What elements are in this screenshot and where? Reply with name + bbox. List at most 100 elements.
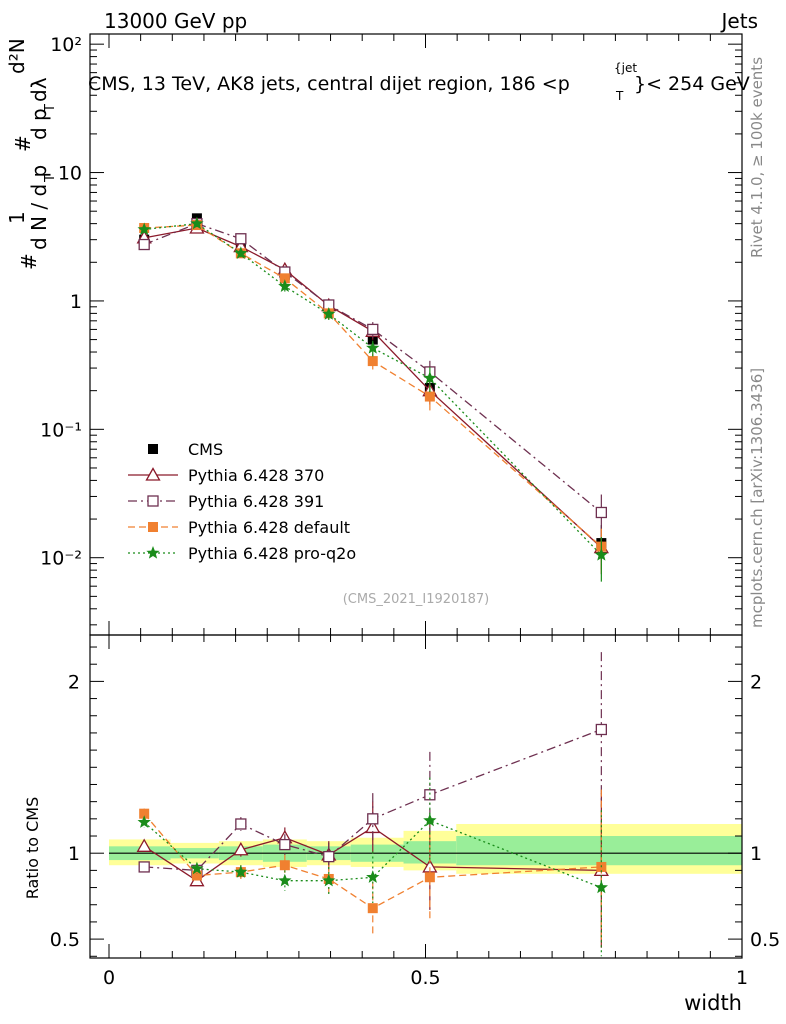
ratio-point — [366, 870, 380, 883]
ratio-point — [234, 865, 248, 878]
ratio-point — [367, 813, 379, 825]
ylabel-part: # — [17, 253, 41, 270]
x-tick-label: 1 — [736, 967, 748, 989]
ylabel-part: d²N — [5, 38, 29, 74]
legend-label: Pythia 6.428 391 — [188, 492, 324, 511]
legend-label: Pythia 6.428 default — [188, 518, 350, 537]
legend-marker — [148, 522, 158, 532]
mcplots-label: mcplots.cern.ch [arXiv:1306.3436] — [748, 368, 766, 628]
ratio-point — [424, 789, 436, 801]
ratio-y-axis-label: Ratio to CMS — [23, 797, 42, 899]
ratio-y-tick-label: 1 — [68, 843, 80, 865]
legend-marker — [145, 467, 161, 481]
legend-marker — [146, 546, 160, 559]
data-point — [138, 238, 150, 251]
series-pythia-6-428-pro-q2o — [137, 216, 608, 582]
ratio-point — [279, 860, 290, 871]
ratio-point — [423, 813, 437, 827]
ratio-point — [322, 873, 336, 887]
ylabel-part: d N / d p — [27, 165, 51, 250]
data-point — [278, 279, 292, 292]
data-point — [595, 506, 607, 519]
data-point — [424, 391, 435, 402]
data-point — [423, 371, 437, 384]
y-tick-label: 10 — [58, 163, 82, 185]
legend: CMS Pythia 6.428 370 Pythia 6.428 391 Pythi… — [128, 440, 356, 563]
ratio-y-tick-label-right: 2 — [750, 671, 762, 693]
data-point — [367, 356, 378, 367]
series-cms — [139, 213, 607, 570]
ratio-point — [235, 818, 247, 830]
ratio-point — [137, 815, 151, 828]
analysis-watermark: (CMS_2021_I1920187) — [343, 592, 490, 607]
ratio-line — [143, 813, 602, 909]
legend-label: CMS — [188, 440, 223, 459]
y-tick-label: 10⁻² — [40, 548, 82, 570]
ylabel-part: dλ — [27, 77, 51, 102]
main-title: CMS, 13 TeV, AK8 jets, central dijet reg… — [88, 61, 750, 103]
data-point — [366, 340, 380, 354]
ratio-series-pythia-6-428-pro-q2o — [137, 777, 608, 957]
uncertainty-band-inner — [456, 836, 742, 866]
ylabel-part: 1 — [5, 211, 29, 224]
ratio-y-tick-label-right: 1 — [750, 843, 762, 865]
title-sub: T — [615, 89, 624, 103]
rivet-version-label: Rivet 4.1.0, ≥ 100k events — [748, 57, 766, 258]
main-panel: 10⁻² 10⁻¹ 1 10 10² 0 0.5 1 — [40, 34, 748, 989]
ratio-y-tick-label: 2 — [68, 671, 80, 693]
y-tick-label: 10² — [50, 34, 82, 56]
title-tail: }< 254 GeV — [634, 73, 750, 95]
ratio-point — [424, 872, 435, 883]
data-point — [367, 323, 379, 336]
data-point — [279, 273, 290, 284]
ylabel-part: T — [43, 104, 58, 113]
ratio-point — [323, 850, 335, 863]
ylabel-part: # — [11, 135, 35, 152]
series-line — [144, 224, 602, 548]
legend-marker — [147, 495, 159, 507]
x-axis-label: width — [684, 991, 742, 1015]
x-tick-label: 0.5 — [410, 967, 440, 989]
ratio-point — [595, 723, 607, 736]
x-tick-label: 0 — [103, 967, 115, 989]
ratio-line — [143, 819, 602, 889]
data-point — [190, 216, 204, 230]
series-line — [143, 222, 602, 514]
main-y-axis-label: # 1 d N / d p T # d p T dλ d²N — [5, 38, 58, 270]
legend-label: Pythia 6.428 370 — [188, 466, 324, 485]
ratio-point — [594, 880, 608, 894]
y-tick-label: 1 — [70, 291, 82, 313]
data-point — [137, 222, 151, 236]
legend-label: Pythia 6.428 pro-q2o — [188, 544, 356, 563]
ratio-point — [233, 841, 249, 856]
data-point — [235, 233, 247, 245]
data-point — [322, 307, 336, 320]
header-left: 13000 GeV pp — [104, 9, 247, 33]
ratio-point — [138, 861, 150, 873]
ratio-point — [278, 873, 292, 887]
ratio-point — [191, 870, 202, 881]
ratio-panel: 0.5 0.5 1 1 2 2 — [50, 652, 780, 957]
panel-frames — [89, 33, 743, 959]
ratio-line — [144, 728, 602, 872]
series-line — [144, 222, 602, 556]
title-sup: {jet — [614, 61, 637, 75]
ratio-y-tick-label-right: 0.5 — [750, 929, 780, 951]
header-right: Jets — [720, 9, 758, 33]
ratio-y-tick-label: 0.5 — [50, 929, 80, 951]
ratio-point — [367, 903, 378, 914]
ratio-point — [279, 838, 291, 851]
ylabel-part: T — [43, 174, 58, 183]
ylabel-part: d p — [27, 108, 51, 140]
series-line — [144, 227, 602, 548]
ratio-uncertainty-bands — [108, 823, 742, 874]
ratio-series-pythia-6-428-391 — [138, 652, 607, 877]
legend-marker — [148, 444, 158, 454]
ratio-frame — [89, 634, 743, 959]
data-point — [594, 547, 608, 561]
data-point — [234, 246, 248, 259]
ratio-point — [190, 861, 204, 875]
ratio-point — [139, 808, 150, 819]
y-tick-label: 10⁻¹ — [40, 419, 82, 441]
